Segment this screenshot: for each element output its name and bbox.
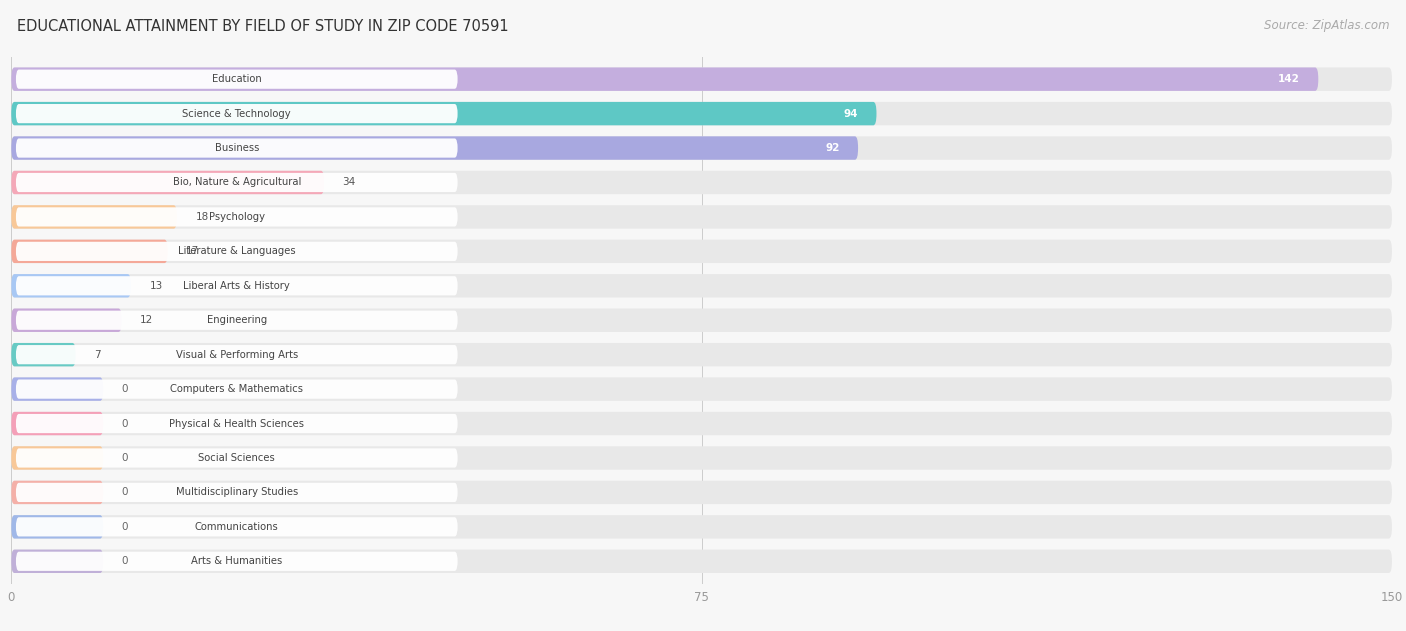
FancyBboxPatch shape <box>15 449 458 468</box>
FancyBboxPatch shape <box>15 345 458 364</box>
FancyBboxPatch shape <box>15 208 458 227</box>
FancyBboxPatch shape <box>11 343 76 367</box>
Text: 0: 0 <box>122 453 128 463</box>
Text: 0: 0 <box>122 384 128 394</box>
Text: Business: Business <box>215 143 259 153</box>
FancyBboxPatch shape <box>11 343 1392 367</box>
Text: 0: 0 <box>122 487 128 497</box>
FancyBboxPatch shape <box>15 310 458 330</box>
FancyBboxPatch shape <box>15 551 458 571</box>
FancyBboxPatch shape <box>11 550 103 573</box>
FancyBboxPatch shape <box>11 205 1392 228</box>
Text: 13: 13 <box>149 281 163 291</box>
FancyBboxPatch shape <box>11 102 876 126</box>
Text: 94: 94 <box>844 109 858 119</box>
Text: 92: 92 <box>825 143 839 153</box>
FancyBboxPatch shape <box>11 274 131 297</box>
Text: 0: 0 <box>122 418 128 428</box>
Text: Bio, Nature & Agricultural: Bio, Nature & Agricultural <box>173 177 301 187</box>
FancyBboxPatch shape <box>15 276 458 295</box>
FancyBboxPatch shape <box>11 515 1392 539</box>
Text: Arts & Humanities: Arts & Humanities <box>191 557 283 566</box>
FancyBboxPatch shape <box>15 517 458 536</box>
Text: 0: 0 <box>122 522 128 532</box>
FancyBboxPatch shape <box>15 414 458 433</box>
FancyBboxPatch shape <box>11 446 1392 469</box>
FancyBboxPatch shape <box>11 102 1392 126</box>
FancyBboxPatch shape <box>11 446 103 469</box>
Text: 7: 7 <box>94 350 101 360</box>
Text: Visual & Performing Arts: Visual & Performing Arts <box>176 350 298 360</box>
FancyBboxPatch shape <box>11 377 1392 401</box>
FancyBboxPatch shape <box>11 515 103 539</box>
FancyBboxPatch shape <box>11 171 325 194</box>
FancyBboxPatch shape <box>15 242 458 261</box>
Text: Computers & Mathematics: Computers & Mathematics <box>170 384 304 394</box>
FancyBboxPatch shape <box>11 377 103 401</box>
FancyBboxPatch shape <box>15 104 458 123</box>
FancyBboxPatch shape <box>11 240 167 263</box>
Text: EDUCATIONAL ATTAINMENT BY FIELD OF STUDY IN ZIP CODE 70591: EDUCATIONAL ATTAINMENT BY FIELD OF STUDY… <box>17 19 509 34</box>
Text: Science & Technology: Science & Technology <box>183 109 291 119</box>
FancyBboxPatch shape <box>11 68 1392 91</box>
Text: Literature & Languages: Literature & Languages <box>179 246 295 256</box>
Text: Social Sciences: Social Sciences <box>198 453 276 463</box>
FancyBboxPatch shape <box>11 171 1392 194</box>
Text: Physical & Health Sciences: Physical & Health Sciences <box>169 418 304 428</box>
Text: Psychology: Psychology <box>208 212 264 222</box>
Text: Communications: Communications <box>195 522 278 532</box>
Text: 34: 34 <box>343 177 356 187</box>
FancyBboxPatch shape <box>11 481 1392 504</box>
FancyBboxPatch shape <box>11 68 1319 91</box>
FancyBboxPatch shape <box>15 138 458 158</box>
FancyBboxPatch shape <box>11 412 1392 435</box>
FancyBboxPatch shape <box>11 136 858 160</box>
Text: Education: Education <box>212 74 262 84</box>
FancyBboxPatch shape <box>15 173 458 192</box>
FancyBboxPatch shape <box>15 379 458 399</box>
FancyBboxPatch shape <box>11 136 1392 160</box>
FancyBboxPatch shape <box>11 412 103 435</box>
Text: Liberal Arts & History: Liberal Arts & History <box>183 281 290 291</box>
FancyBboxPatch shape <box>15 69 458 89</box>
FancyBboxPatch shape <box>11 481 103 504</box>
FancyBboxPatch shape <box>11 309 1392 332</box>
Text: 17: 17 <box>186 246 200 256</box>
FancyBboxPatch shape <box>11 205 177 228</box>
Text: Engineering: Engineering <box>207 316 267 325</box>
FancyBboxPatch shape <box>15 483 458 502</box>
Text: 142: 142 <box>1278 74 1301 84</box>
Text: 12: 12 <box>141 316 153 325</box>
FancyBboxPatch shape <box>11 309 122 332</box>
FancyBboxPatch shape <box>11 274 1392 297</box>
Text: 0: 0 <box>122 557 128 566</box>
Text: 18: 18 <box>195 212 208 222</box>
Text: Source: ZipAtlas.com: Source: ZipAtlas.com <box>1264 19 1389 32</box>
FancyBboxPatch shape <box>11 550 1392 573</box>
Text: Multidisciplinary Studies: Multidisciplinary Studies <box>176 487 298 497</box>
FancyBboxPatch shape <box>11 240 1392 263</box>
